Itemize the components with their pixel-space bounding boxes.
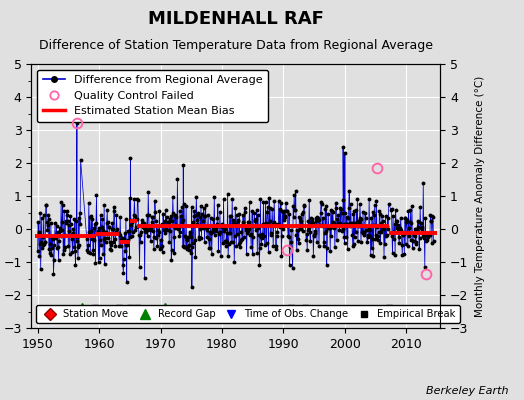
Y-axis label: Monthly Temperature Anomaly Difference (°C): Monthly Temperature Anomaly Difference (…	[475, 75, 485, 317]
Text: MILDENHALL RAF: MILDENHALL RAF	[148, 10, 324, 28]
Legend: Station Move, Record Gap, Time of Obs. Change, Empirical Break: Station Move, Record Gap, Time of Obs. C…	[37, 305, 460, 323]
Text: Difference of Station Temperature Data from Regional Average: Difference of Station Temperature Data f…	[39, 39, 433, 52]
Text: Berkeley Earth: Berkeley Earth	[426, 386, 508, 396]
